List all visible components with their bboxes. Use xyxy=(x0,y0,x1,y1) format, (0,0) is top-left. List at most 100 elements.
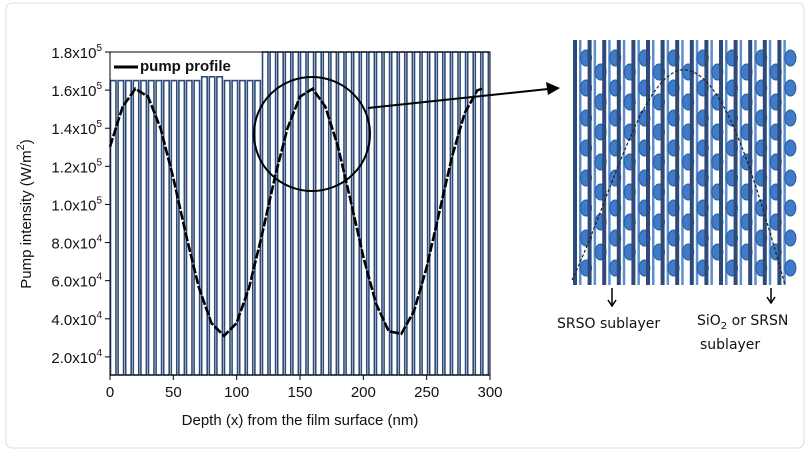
profile-sketch xyxy=(571,69,786,286)
stripe-dark xyxy=(660,40,665,285)
layer-bar xyxy=(345,51,353,376)
stripe-dark xyxy=(777,40,782,285)
stripe-dark xyxy=(631,40,636,285)
layer-bar xyxy=(292,51,300,376)
layer-bar xyxy=(147,79,155,376)
layer-bar xyxy=(375,51,383,376)
layer-bar xyxy=(170,79,178,376)
stripe-light xyxy=(666,40,670,285)
annotation-text: SiO xyxy=(697,313,721,329)
x-axis-label: Depth (x) from the film surface (nm) xyxy=(182,412,419,429)
x-tick-label: 0 xyxy=(106,384,114,401)
nanocluster xyxy=(784,79,797,97)
layer-bar xyxy=(360,51,368,376)
y-tick-exp: 5 xyxy=(96,195,102,206)
stripe-dark xyxy=(616,40,621,285)
annotation-sub: 2 xyxy=(721,321,727,332)
y-tick-label: 1.6x105 xyxy=(51,81,102,100)
pointer-head xyxy=(607,299,617,308)
stripe-dark xyxy=(704,40,709,285)
layer-bar xyxy=(193,79,201,376)
profile-line xyxy=(108,87,485,338)
layer-bar xyxy=(238,79,246,376)
stripe-dark xyxy=(602,40,607,285)
layer-bar xyxy=(406,51,414,376)
y-tick-label: 4.0x104 xyxy=(51,310,102,329)
stripe-dark xyxy=(762,40,767,285)
layer-bar xyxy=(140,79,148,376)
legend-box xyxy=(112,58,232,76)
annotation: SRSO sublayer xyxy=(557,316,660,332)
stripe-light xyxy=(637,40,640,285)
stripe-dark xyxy=(587,40,592,285)
layer-bar xyxy=(330,51,338,376)
zoom-circle xyxy=(253,76,371,192)
annotation: SiO2 or SRSN xyxy=(697,313,788,332)
stripe-light xyxy=(579,40,582,285)
y-tick-exp: 5 xyxy=(96,81,102,92)
x-tick-label: 100 xyxy=(224,384,249,401)
x-tick-label: 50 xyxy=(165,384,182,401)
layer-bar xyxy=(474,51,482,376)
y-tick-exp: 4 xyxy=(96,234,102,245)
y-tick-exp: 4 xyxy=(96,272,102,283)
y-axis-label: Pump intensity (W/m2) xyxy=(15,139,35,289)
layer-bar xyxy=(246,79,254,376)
inset-schematic xyxy=(570,40,797,286)
layer-bar xyxy=(307,51,315,376)
layer-bar xyxy=(421,51,429,376)
pointer-head xyxy=(766,296,776,305)
stripe-dark xyxy=(646,40,650,285)
layer-bar xyxy=(284,51,292,376)
plot: 2.0x104 4.0x104 6.0x104 8.0x104 1.0x105 1.2x1… xyxy=(15,43,503,429)
layer-bar xyxy=(459,51,467,376)
annotation: sublayer xyxy=(700,337,760,353)
layer-bar xyxy=(124,79,132,376)
nanocluster xyxy=(784,169,797,187)
layer-bar xyxy=(132,79,140,376)
zoom-arrow xyxy=(367,88,549,109)
stripe-dark xyxy=(689,40,694,285)
layer-bar xyxy=(276,51,284,376)
y-tick-label: 1.8x105 xyxy=(51,43,102,62)
layer-bar xyxy=(413,51,421,376)
stripe-light xyxy=(783,40,786,285)
x-tick-label: 250 xyxy=(414,384,439,401)
layer-bar xyxy=(482,51,490,376)
layer-bar xyxy=(390,51,398,376)
y-tick-exp: 5 xyxy=(96,157,102,168)
y-label-text: Pump intensity (W/m xyxy=(18,150,35,288)
y-tick-label: 1.4x105 xyxy=(51,119,102,138)
layer-bar xyxy=(117,79,125,376)
x-tick-label: 150 xyxy=(287,384,312,401)
layer-bar xyxy=(185,79,193,376)
layer-bar xyxy=(200,75,208,376)
y-label-sup: 2 xyxy=(15,144,27,150)
y-label-tail: ) xyxy=(18,139,35,144)
layer-bar xyxy=(337,51,345,376)
y-tick-label: 2.0x104 xyxy=(51,348,102,367)
y-tick-label: 6.0x104 xyxy=(51,272,102,291)
stripe-light xyxy=(725,40,728,285)
layer-bar xyxy=(231,79,239,376)
stripe-dark xyxy=(733,40,738,285)
nanocluster xyxy=(784,139,797,157)
layer-bar xyxy=(322,51,330,376)
y-tick-exp: 5 xyxy=(96,119,102,130)
stripe-dark xyxy=(719,40,723,285)
nanocluster xyxy=(784,229,797,247)
legend-label: pump profile xyxy=(140,58,231,75)
stripe-light xyxy=(754,40,757,285)
x-tick-label: 200 xyxy=(351,384,376,401)
layer-bar xyxy=(451,51,459,376)
y-tick-exp: 4 xyxy=(96,348,102,359)
arrow-head xyxy=(546,82,560,95)
y-tick-label: 1.0x105 xyxy=(51,195,102,214)
stripe-dark xyxy=(573,40,577,285)
stripe-light xyxy=(695,40,699,285)
nanocluster xyxy=(784,199,797,217)
layer-bar xyxy=(254,79,262,376)
stripe-dark xyxy=(675,40,680,285)
layer-bar xyxy=(208,75,216,376)
